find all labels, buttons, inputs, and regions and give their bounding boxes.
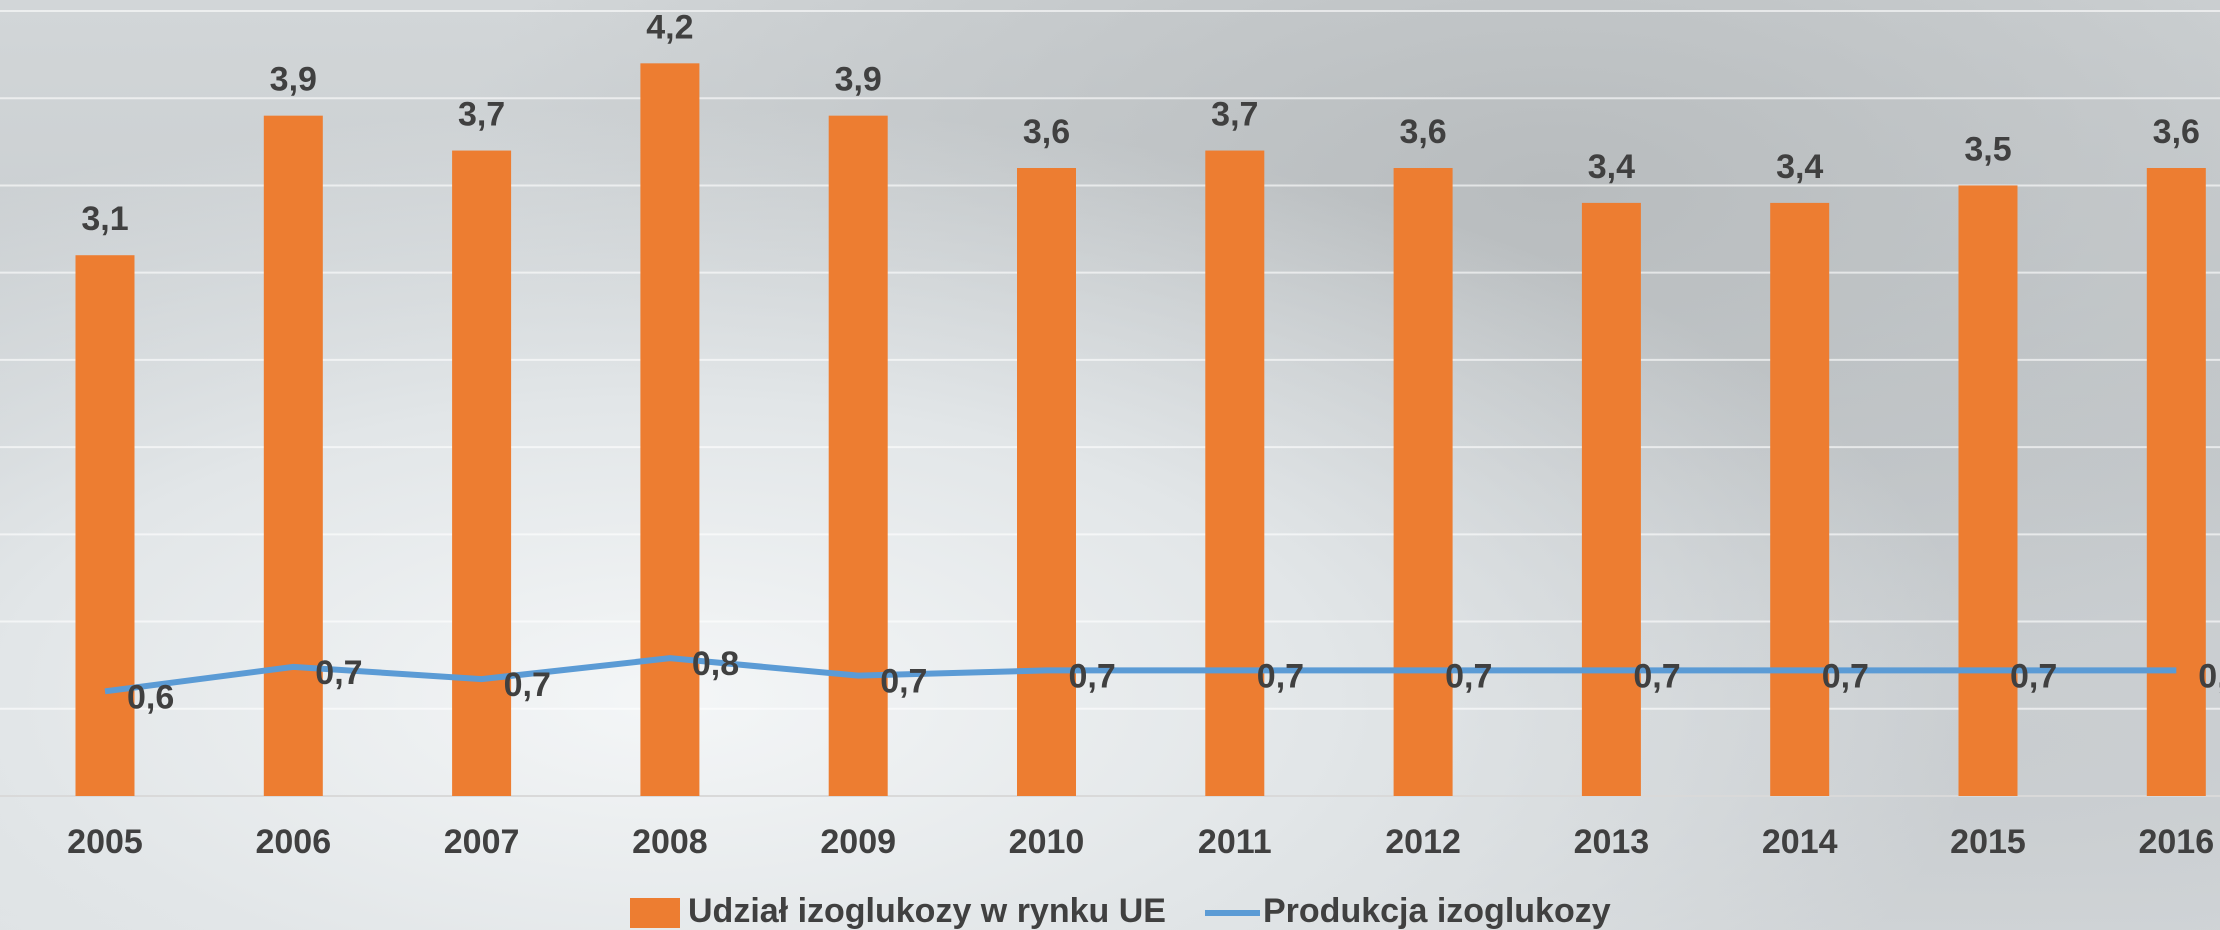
line <box>104 655 2177 695</box>
bar <box>263 115 323 796</box>
bar <box>828 115 888 796</box>
x-tick-label: 2014 <box>1762 823 1838 861</box>
data-label: 0,7 <box>504 666 551 704</box>
bar <box>1958 185 2018 796</box>
data-label: 0,7 <box>1822 657 1869 695</box>
data-label: 0,7 <box>2010 657 2057 695</box>
x-tick-label: 2013 <box>1574 823 1650 861</box>
data-label: 4,2 <box>646 8 693 46</box>
data-label: 3,6 <box>2153 113 2200 151</box>
bar <box>1017 168 1076 796</box>
data-label: 0,7 <box>1069 657 1116 695</box>
x-tick-label: 2012 <box>1385 823 1461 861</box>
x-tick-label: 2009 <box>820 823 896 861</box>
x-tick-label: 2008 <box>632 823 708 861</box>
data-label: 0,7 <box>1257 657 1304 695</box>
x-tick-label: 2010 <box>1009 823 1085 861</box>
data-label: 3,6 <box>1023 113 1070 151</box>
data-label: 3,9 <box>835 61 882 99</box>
x-tick-label: 2016 <box>2138 823 2214 861</box>
legend-label: Produkcja izoglukozy <box>1263 892 1611 930</box>
data-label: 0,7 <box>2198 657 2220 695</box>
data-label: 0,7 <box>1445 657 1492 695</box>
data-label: 0,8 <box>692 645 739 683</box>
data-label: 0,7 <box>1633 657 1680 695</box>
data-label: 3,9 <box>270 61 317 99</box>
bar <box>1581 202 1641 796</box>
data-label: 3,4 <box>1588 148 1635 186</box>
data-label: 0,6 <box>127 678 174 716</box>
bar <box>2146 168 2206 796</box>
data-label: 0,7 <box>880 663 927 701</box>
x-tick-label: 2011 <box>1198 823 1272 861</box>
x-tick-label: 2006 <box>255 823 331 861</box>
data-label: 3,7 <box>1211 96 1258 134</box>
x-tick-label: 2007 <box>444 823 520 861</box>
legend-swatch <box>630 898 680 928</box>
bar <box>1770 202 1830 796</box>
bar <box>640 63 700 797</box>
bar <box>1393 168 1453 796</box>
x-tick-label: 2015 <box>1950 823 2026 861</box>
data-label: 3,4 <box>1776 148 1823 186</box>
bar <box>452 150 512 797</box>
data-label: 3,5 <box>1964 130 2011 168</box>
legend-label: Udział izoglukozy w rynku UE <box>688 892 1166 930</box>
data-label: 3,6 <box>1399 113 1446 151</box>
bar <box>75 255 135 796</box>
bar <box>1205 150 1265 797</box>
x-tick-label: 2005 <box>67 823 143 861</box>
data-label: 3,7 <box>458 96 505 134</box>
data-label: 0,7 <box>315 654 362 692</box>
data-label: 3,1 <box>81 200 128 238</box>
